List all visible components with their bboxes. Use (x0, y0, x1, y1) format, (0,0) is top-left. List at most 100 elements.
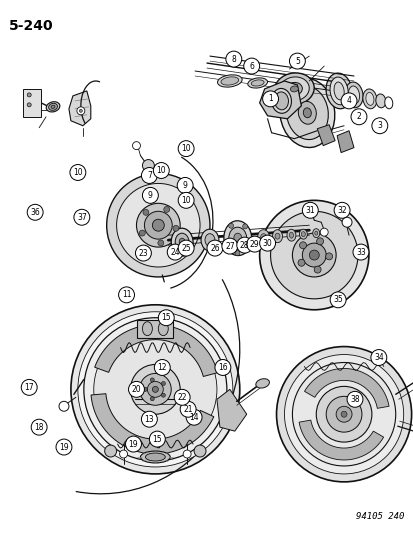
Text: 29: 29 (249, 240, 259, 248)
Circle shape (246, 236, 262, 252)
Polygon shape (336, 131, 353, 152)
Circle shape (320, 228, 328, 236)
Polygon shape (91, 394, 214, 454)
Circle shape (276, 346, 411, 482)
Text: 6: 6 (249, 61, 254, 70)
Circle shape (21, 379, 37, 395)
Ellipse shape (179, 238, 185, 246)
Circle shape (313, 266, 320, 273)
Ellipse shape (274, 73, 313, 105)
Ellipse shape (221, 77, 238, 85)
Circle shape (136, 203, 180, 247)
Circle shape (157, 240, 164, 246)
Ellipse shape (142, 322, 152, 336)
Circle shape (350, 109, 366, 125)
Ellipse shape (303, 108, 311, 118)
Ellipse shape (272, 230, 282, 243)
Circle shape (340, 411, 346, 417)
Circle shape (316, 238, 323, 245)
Ellipse shape (51, 106, 55, 108)
Text: 26: 26 (210, 244, 219, 253)
Ellipse shape (290, 86, 298, 92)
Text: 10: 10 (73, 168, 83, 177)
Circle shape (186, 409, 202, 425)
Polygon shape (259, 81, 301, 119)
Ellipse shape (228, 227, 246, 249)
Text: 23: 23 (138, 248, 148, 257)
Circle shape (299, 242, 306, 249)
Circle shape (370, 350, 386, 366)
Circle shape (141, 411, 157, 427)
Circle shape (301, 203, 318, 218)
Circle shape (292, 233, 335, 277)
Text: 21: 21 (183, 405, 192, 414)
Circle shape (309, 250, 318, 260)
Circle shape (246, 241, 251, 246)
Ellipse shape (48, 103, 57, 110)
Circle shape (228, 223, 233, 228)
Text: 9: 9 (147, 191, 152, 200)
Circle shape (161, 382, 165, 385)
Circle shape (333, 203, 349, 218)
Circle shape (144, 211, 172, 239)
Circle shape (259, 200, 368, 310)
Ellipse shape (314, 231, 317, 235)
Circle shape (371, 118, 387, 134)
Text: 17: 17 (24, 383, 34, 392)
Circle shape (340, 93, 356, 109)
Ellipse shape (223, 221, 251, 255)
Circle shape (139, 230, 145, 236)
Circle shape (56, 439, 72, 455)
Circle shape (71, 305, 239, 474)
Circle shape (206, 240, 222, 256)
Circle shape (223, 240, 228, 245)
Bar (137, 320, 173, 337)
Polygon shape (95, 325, 217, 376)
Circle shape (78, 312, 232, 467)
Circle shape (77, 107, 85, 115)
Circle shape (325, 253, 332, 260)
Circle shape (301, 243, 325, 267)
Circle shape (161, 393, 165, 397)
Text: 35: 35 (332, 295, 342, 304)
Ellipse shape (204, 233, 214, 247)
Circle shape (292, 362, 395, 466)
Text: 4: 4 (346, 96, 351, 106)
Text: 9: 9 (182, 181, 187, 190)
Circle shape (93, 328, 216, 451)
Ellipse shape (279, 77, 309, 101)
Circle shape (132, 142, 140, 150)
Text: 18: 18 (34, 423, 44, 432)
Text: 8: 8 (231, 54, 236, 63)
Text: 15: 15 (161, 313, 171, 322)
Circle shape (242, 224, 247, 229)
Polygon shape (216, 389, 246, 431)
Circle shape (346, 391, 362, 407)
Text: 7: 7 (147, 171, 152, 180)
Circle shape (142, 209, 149, 215)
Ellipse shape (171, 228, 192, 256)
Ellipse shape (344, 82, 362, 108)
Text: 5-240: 5-240 (9, 19, 54, 33)
Circle shape (116, 183, 199, 267)
Circle shape (130, 365, 180, 414)
Circle shape (135, 245, 151, 261)
Circle shape (221, 238, 237, 254)
Ellipse shape (260, 233, 266, 240)
Circle shape (70, 165, 85, 181)
Circle shape (59, 401, 69, 411)
Circle shape (178, 240, 194, 256)
Circle shape (297, 259, 304, 266)
Circle shape (125, 436, 141, 452)
Ellipse shape (271, 88, 291, 114)
Text: 10: 10 (156, 166, 166, 175)
Ellipse shape (46, 102, 60, 112)
Circle shape (352, 244, 368, 260)
Circle shape (119, 450, 127, 458)
Text: 94105 240: 94105 240 (356, 512, 404, 521)
Circle shape (141, 167, 157, 183)
Circle shape (27, 93, 31, 97)
Circle shape (74, 209, 90, 225)
Circle shape (118, 287, 134, 303)
Circle shape (153, 163, 169, 179)
